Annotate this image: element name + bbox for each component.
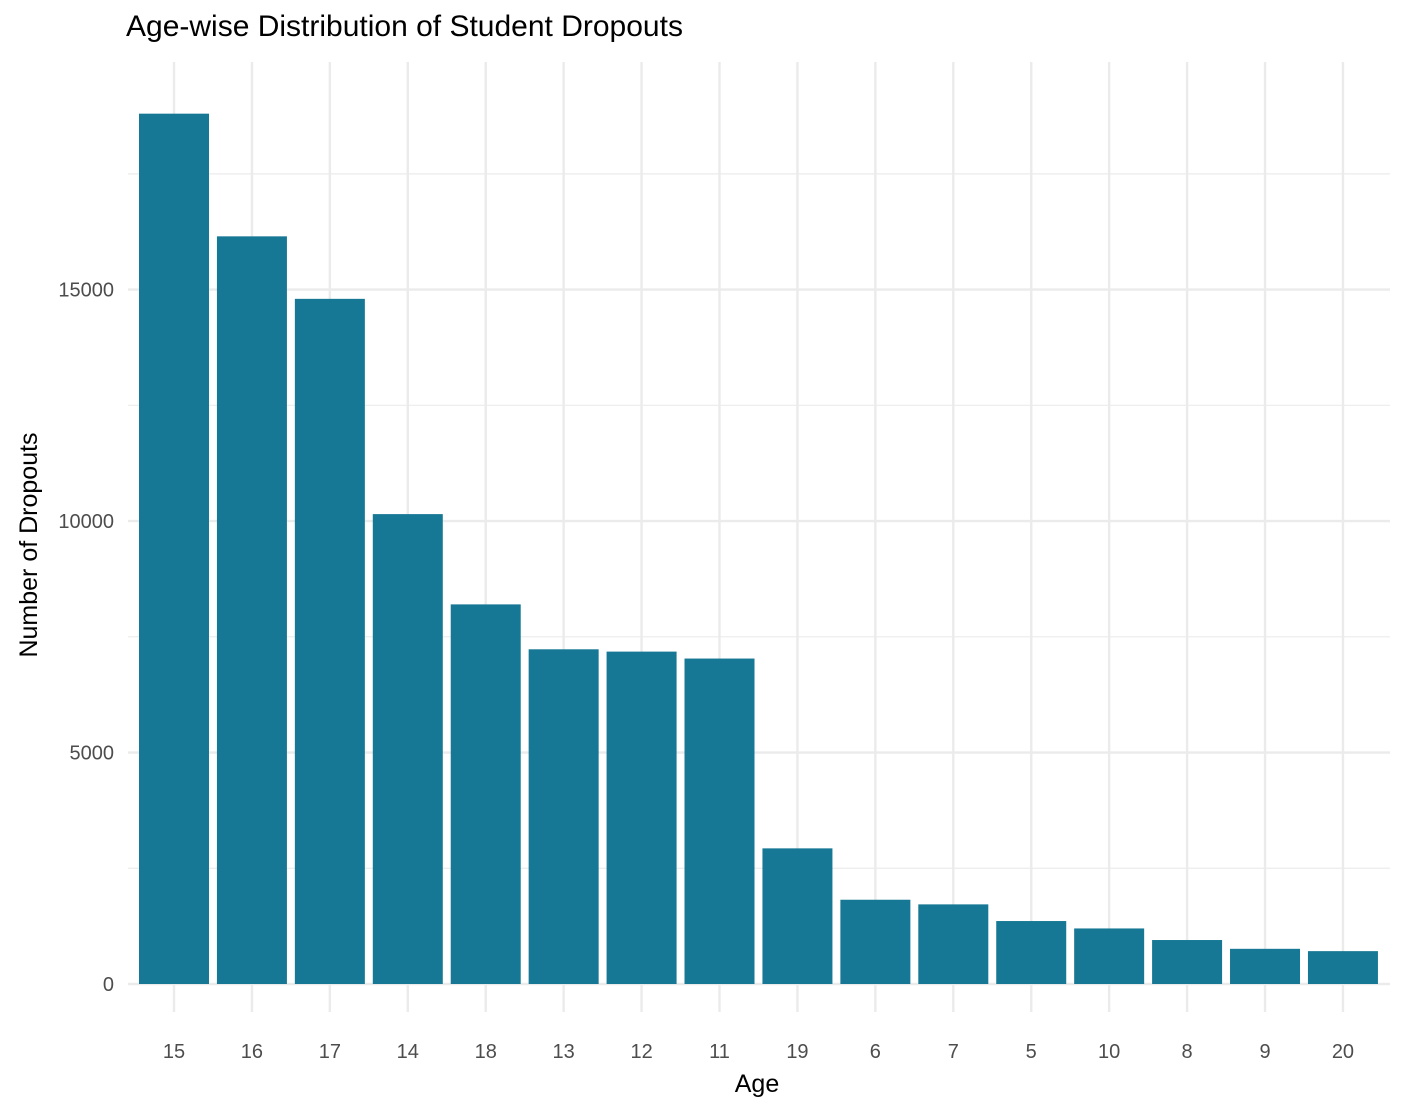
bar-16 bbox=[216, 236, 287, 984]
chart-title: Age-wise Distribution of Student Dropout… bbox=[126, 10, 683, 43]
x-tick-label: 14 bbox=[397, 1041, 419, 1063]
y-axis-ticks: 0 5000 10000 15000 bbox=[58, 280, 114, 996]
x-tick-label: 19 bbox=[786, 1041, 808, 1063]
bar-12 bbox=[606, 651, 677, 984]
x-tick-label: 7 bbox=[948, 1041, 959, 1063]
bar-20 bbox=[1307, 951, 1378, 984]
x-tick-label: 6 bbox=[870, 1041, 881, 1063]
bar-6 bbox=[840, 899, 911, 984]
y-tick-label: 0 bbox=[103, 974, 114, 996]
bar-5 bbox=[996, 921, 1067, 984]
x-tick-label: 11 bbox=[709, 1041, 730, 1063]
bar-17 bbox=[294, 298, 365, 984]
x-tick-label: 20 bbox=[1332, 1041, 1354, 1063]
bars bbox=[139, 113, 1378, 984]
bar-18 bbox=[450, 604, 521, 984]
y-axis-title: Number of Dropouts bbox=[15, 432, 43, 657]
bar-15 bbox=[139, 113, 209, 984]
x-tick-label: 18 bbox=[475, 1041, 497, 1063]
x-tick-label: 17 bbox=[319, 1041, 341, 1063]
bar-13 bbox=[528, 649, 599, 984]
y-tick-label: 10000 bbox=[58, 511, 114, 533]
x-tick-label: 5 bbox=[1026, 1041, 1037, 1063]
y-tick-label: 5000 bbox=[70, 743, 115, 765]
x-tick-label: 15 bbox=[163, 1041, 185, 1063]
x-axis-ticks: 15 16 17 14 18 13 12 11 19 6 7 5 10 8 9 20 bbox=[163, 1041, 1354, 1063]
bar-7 bbox=[918, 904, 989, 984]
x-axis-title: Age bbox=[735, 1070, 779, 1098]
bar-19 bbox=[762, 848, 833, 984]
x-tick-label: 10 bbox=[1098, 1041, 1120, 1063]
bar-10 bbox=[1074, 928, 1145, 984]
x-tick-label: 12 bbox=[630, 1041, 652, 1063]
x-tick-label: 16 bbox=[241, 1041, 263, 1063]
x-tick-label: 8 bbox=[1182, 1041, 1193, 1063]
bar-9 bbox=[1230, 948, 1301, 984]
bar-11 bbox=[684, 658, 755, 984]
bar-8 bbox=[1152, 940, 1223, 984]
x-tick-label: 9 bbox=[1259, 1041, 1270, 1063]
y-tick-label: 15000 bbox=[58, 280, 114, 302]
x-tick-label: 13 bbox=[553, 1041, 575, 1063]
bar-14 bbox=[372, 514, 443, 984]
